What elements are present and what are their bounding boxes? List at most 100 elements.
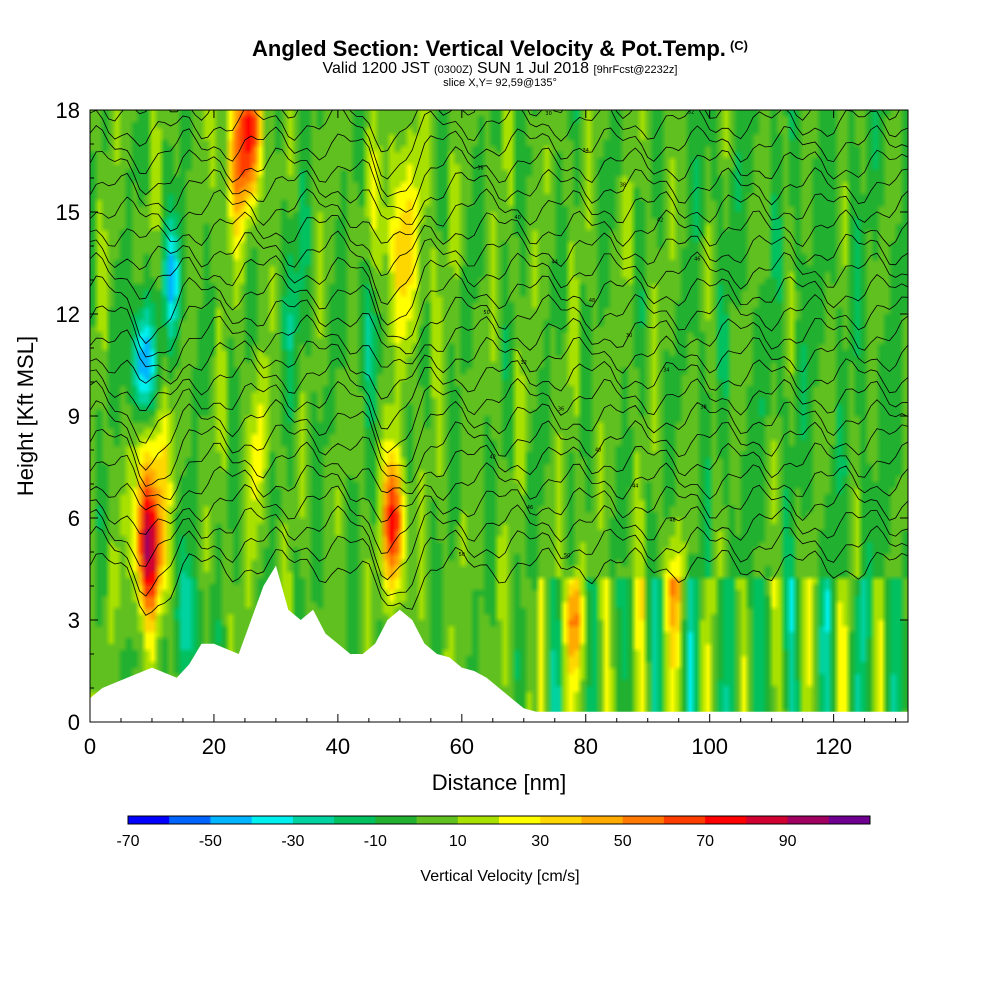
title-copyright-mark: (C) xyxy=(729,38,748,53)
isotherm-line xyxy=(90,314,908,373)
isotherm-line xyxy=(90,335,908,400)
title-text: Angled Section: Vertical Velocity & Pot.… xyxy=(252,36,726,61)
colorbar-swatch xyxy=(499,816,541,824)
isotherm-line xyxy=(90,110,908,180)
isotherm-label: 46 xyxy=(694,257,700,263)
colorbar-tick-label: -50 xyxy=(199,833,222,850)
plot-area: 50 50 48 46 44 42 40 38 36 34 32 30 50 48 46 44 42 40 38 36… xyxy=(90,109,908,722)
isotherm-line xyxy=(90,504,908,581)
x-tick-label: 0 xyxy=(84,734,96,759)
chart-subtitle: Valid 1200 JST (0300Z) SUN 1 Jul 2018 [9… xyxy=(0,60,1000,78)
y-tick-label: 6 xyxy=(68,506,80,531)
colorbar-swatch xyxy=(828,816,871,824)
isotherm-label: 38 xyxy=(700,405,706,411)
isotherm-label: 34 xyxy=(663,367,669,373)
isotherm-label: 50 xyxy=(564,553,570,559)
isotherm-label: 38 xyxy=(620,182,626,188)
isotherm-label: 40 xyxy=(595,448,601,454)
x-tick-label: 60 xyxy=(450,734,474,759)
isotherm-line xyxy=(90,167,908,225)
colorbar: -70 -50 -30 -10 10 30 50 70 90 xyxy=(116,815,871,850)
isotherm-line xyxy=(90,230,908,305)
colorbar-swatch xyxy=(746,816,789,824)
isotherm-line xyxy=(90,483,908,554)
x-tick-label: 100 xyxy=(691,734,728,759)
colorbar-swatch xyxy=(334,816,376,824)
isotherm-label: 42 xyxy=(490,455,496,461)
isotherm-line xyxy=(90,546,908,616)
isotherm-label: 30 xyxy=(626,333,632,339)
isotherm-label: 36 xyxy=(477,166,483,172)
slice-label: slice X,Y= 92,59@135° xyxy=(443,77,557,89)
colorbar-tick-label: 90 xyxy=(779,833,797,850)
colorbar-swatch xyxy=(210,816,253,824)
isotherm-line xyxy=(90,441,908,501)
colorbar-swatch xyxy=(251,816,294,824)
isotherm-label: 46 xyxy=(527,505,533,511)
colorbar-tick-label: -10 xyxy=(364,833,387,850)
x-tick-label: 20 xyxy=(202,734,226,759)
isotherm-label: 44 xyxy=(632,484,638,490)
colorbar-tick-label: 10 xyxy=(449,833,467,850)
isotherm-line xyxy=(90,293,908,358)
x-tick-label: 120 xyxy=(815,734,852,759)
y-tick-label: 0 xyxy=(68,710,80,735)
isotherm-label: 32 xyxy=(521,360,527,366)
colorbar-swatch xyxy=(540,816,582,824)
velocity-field xyxy=(90,110,908,722)
colorbar-swatch xyxy=(292,816,335,824)
colorbar-tick-label: 30 xyxy=(531,833,549,850)
isotherm-line xyxy=(90,209,908,277)
colorbar-swatch xyxy=(581,816,624,824)
x-axis-title: Distance [nm] xyxy=(432,770,567,795)
subtitle-utc: (0300Z) xyxy=(434,64,473,76)
isotherm-line xyxy=(90,357,908,430)
isotherm-line xyxy=(90,420,908,487)
isotherm-label: 50 xyxy=(459,552,465,558)
terrain xyxy=(90,565,908,722)
isotherm-line xyxy=(90,188,908,244)
isotherm-line xyxy=(90,146,908,213)
y-tick-label: 15 xyxy=(56,200,80,225)
y-tick-label: 3 xyxy=(68,608,80,633)
colorbar-title: Vertical Velocity [cm/s] xyxy=(420,868,579,885)
isotherm-label: 48 xyxy=(669,518,675,524)
colorbar-tick-label: 70 xyxy=(696,833,714,850)
isotherm-line xyxy=(90,378,908,454)
colorbar-swatch xyxy=(169,816,211,824)
isotherm-line xyxy=(90,272,908,345)
subtitle-valid: Valid 1200 JST xyxy=(322,60,430,77)
isotherm-label: 32 xyxy=(688,109,694,115)
colorbar-swatch xyxy=(705,816,747,824)
isotherm-label: 30 xyxy=(545,111,551,117)
colorbar-tick-label: -70 xyxy=(116,833,139,850)
colorbar-swatch xyxy=(663,816,706,824)
colorbar-swatch xyxy=(128,816,170,824)
isotherm-line xyxy=(90,251,908,326)
isotherm-line xyxy=(90,399,908,471)
isotherm-label: 40 xyxy=(514,215,520,221)
subtitle-forecast: [9hrFcst@2232z] xyxy=(593,64,678,76)
y-tick-label: 12 xyxy=(56,302,80,327)
isotherm-label: 44 xyxy=(552,259,558,265)
colorbar-swatch xyxy=(416,816,459,824)
isotherm-label: 36 xyxy=(558,407,564,413)
isotherm-label: 42 xyxy=(657,217,663,223)
x-tick-label: 40 xyxy=(326,734,350,759)
x-tick-label: 80 xyxy=(574,734,598,759)
y-tick-label: 18 xyxy=(56,98,80,123)
colorbar-swatch xyxy=(622,816,665,824)
colorbar-swatch xyxy=(787,816,830,824)
isotherm-label: 48 xyxy=(589,298,595,304)
y-tick-label: 9 xyxy=(68,404,80,429)
colorbar-swatch xyxy=(457,816,500,824)
colorbar-tick-label: -30 xyxy=(281,833,304,850)
isotherm-line xyxy=(90,525,908,597)
isotherm-label: 34 xyxy=(583,148,589,154)
colorbar-frame xyxy=(127,815,871,825)
y-axis-title: Height [Kft MSL] xyxy=(13,336,38,496)
chart-title: Angled Section: Vertical Velocity & Pot.… xyxy=(0,36,1000,62)
colorbar-tick-label: 50 xyxy=(614,833,632,850)
